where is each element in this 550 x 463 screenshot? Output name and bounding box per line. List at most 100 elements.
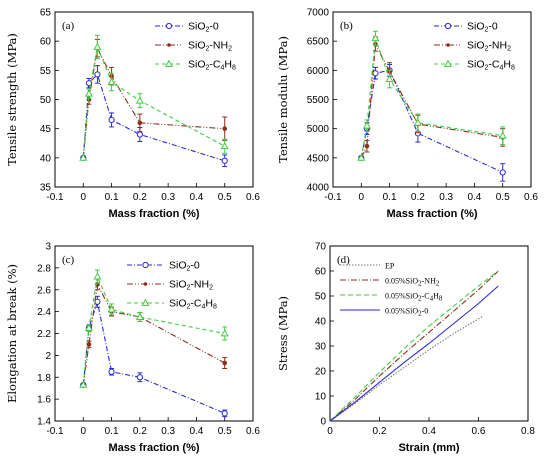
y-tick-label: 10 (315, 392, 327, 403)
legend-label: SiO2-NH2 (467, 40, 511, 53)
x-tick-label: 0.6 (524, 192, 538, 203)
y-tick-label: 1.6 (37, 395, 51, 406)
x-tick-label: 0.2 (411, 192, 425, 203)
series-line (82, 282, 225, 385)
x-tick-label: 0 (327, 426, 333, 437)
series-line (360, 69, 503, 173)
legend-label: SiO2-0 (169, 260, 200, 273)
series-line (82, 73, 225, 162)
legend-label: 0.05%SiO2-0 (385, 307, 428, 318)
panel-c: -0.1 0 0.1 0.2 0.3 0.4 0.5 0.6 1.4 1.6 1.8 2 2.2 2.4 2… (5, 242, 260, 455)
data-point (137, 120, 143, 126)
y-tick-label: 2.2 (37, 329, 51, 340)
legend-label: SiO2-C4H8 (188, 59, 236, 72)
panel-label: (b) (340, 20, 353, 32)
y-tick-label: 35 (40, 183, 52, 194)
x-tick-label: 0.6 (472, 426, 486, 437)
x-tick-label: 0.1 (383, 192, 397, 203)
x-tick-label: 0 (81, 426, 87, 437)
legend-marker (444, 22, 452, 30)
panel-d: 0 0.2 0.4 0.6 0.8 0 10 20 30 40 50 60 70 Strain (mm) S… (276, 242, 535, 455)
x-tick-label: 0.2 (133, 426, 147, 437)
y-tick-label: 3 (45, 242, 51, 253)
y-axis-title: Elongation at break (%) (5, 264, 19, 403)
x-tick-label: 0.6 (246, 192, 260, 203)
data-point (93, 42, 102, 50)
x-tick-label: 0.1 (105, 192, 119, 203)
x-tick-label: 0.5 (218, 426, 232, 437)
y-tick-label: 5000 (307, 124, 330, 135)
y-tick-label: 30 (315, 342, 327, 353)
y-tick-label: 60 (315, 267, 327, 278)
data-point (79, 380, 88, 388)
legend-marker (165, 22, 173, 30)
series-line (329, 315, 484, 422)
data-point (84, 89, 94, 97)
legend-marker (143, 282, 148, 286)
legend-label: 0.05%SiO2-C4H8 (385, 292, 443, 303)
data-point (498, 131, 507, 139)
y-axis-title: Tensile modulu (MPa) (276, 36, 290, 163)
series-line (329, 270, 499, 422)
data-point (94, 298, 101, 305)
legend-label: EP (385, 262, 395, 271)
data-point (86, 342, 92, 347)
data-point (136, 131, 143, 138)
x-axis-title: Mass fraction (%) (108, 442, 199, 454)
series-line (360, 38, 503, 158)
data-point (413, 118, 422, 126)
x-tick-label: 0.4 (467, 192, 481, 203)
x-tick-label: 0.3 (439, 192, 453, 203)
legend-label: SiO2-C4H8 (467, 59, 515, 72)
data-point (357, 153, 366, 161)
data-point (220, 329, 229, 337)
y-tick-label: 20 (315, 367, 327, 378)
y-axis-title: Tensile strength (MPa) (5, 33, 19, 166)
y-tick-label: 70 (315, 242, 327, 253)
legend-label: 0.05%SiO2-NH2 (385, 277, 440, 288)
x-tick-label: -0.1 (324, 192, 342, 203)
x-tick-label: 0 (359, 192, 365, 203)
series-line (82, 46, 225, 158)
x-tick-label: 0.5 (218, 192, 232, 203)
data-point (499, 169, 506, 176)
legend-marker (142, 261, 149, 269)
legend-label: SiO2-C4H8 (169, 298, 217, 311)
legend-marker (141, 298, 150, 306)
y-tick-label: 2.6 (37, 285, 51, 296)
x-axis-title: Strain (mm) (398, 442, 459, 454)
legend-label: SiO2-0 (467, 21, 498, 34)
x-tick-label: 0.2 (133, 192, 147, 203)
legend-marker (443, 59, 453, 67)
y-tick-label: 65 (40, 8, 52, 19)
y-tick-label: 6000 (307, 66, 330, 77)
panel-label: (c) (62, 254, 75, 266)
y-axis-title: Stress (MPa) (276, 296, 290, 371)
y-tick-label: 55 (40, 66, 52, 77)
y-tick-label: 40 (40, 153, 52, 164)
data-point (364, 143, 370, 149)
data-point (108, 368, 115, 375)
x-tick-label: 0.1 (105, 426, 119, 437)
panel-label: (a) (62, 20, 75, 32)
y-tick-label: 4000 (307, 183, 330, 194)
panel-a: -0.1 0 0.1 0.2 0.3 0.4 0.5 0.6 35 40 45 50 55 60 65 Mas… (5, 8, 260, 221)
y-tick-label: 50 (315, 292, 327, 303)
x-axis-title: Mass fraction (%) (386, 208, 477, 220)
data-point (371, 34, 380, 42)
series-line (82, 274, 225, 385)
data-point (107, 305, 116, 313)
data-point (135, 96, 144, 104)
data-point (107, 77, 116, 85)
y-tick-label: 2.4 (37, 307, 51, 318)
panel-label: (d) (337, 254, 350, 266)
x-axis-title: Mass fraction (%) (108, 208, 199, 220)
data-point (385, 74, 394, 82)
y-tick-label: 50 (40, 95, 52, 106)
y-tick-label: 40 (315, 317, 327, 328)
data-point (221, 410, 228, 417)
series-line (82, 299, 225, 414)
data-point (93, 272, 102, 280)
y-tick-label: 60 (40, 37, 52, 48)
